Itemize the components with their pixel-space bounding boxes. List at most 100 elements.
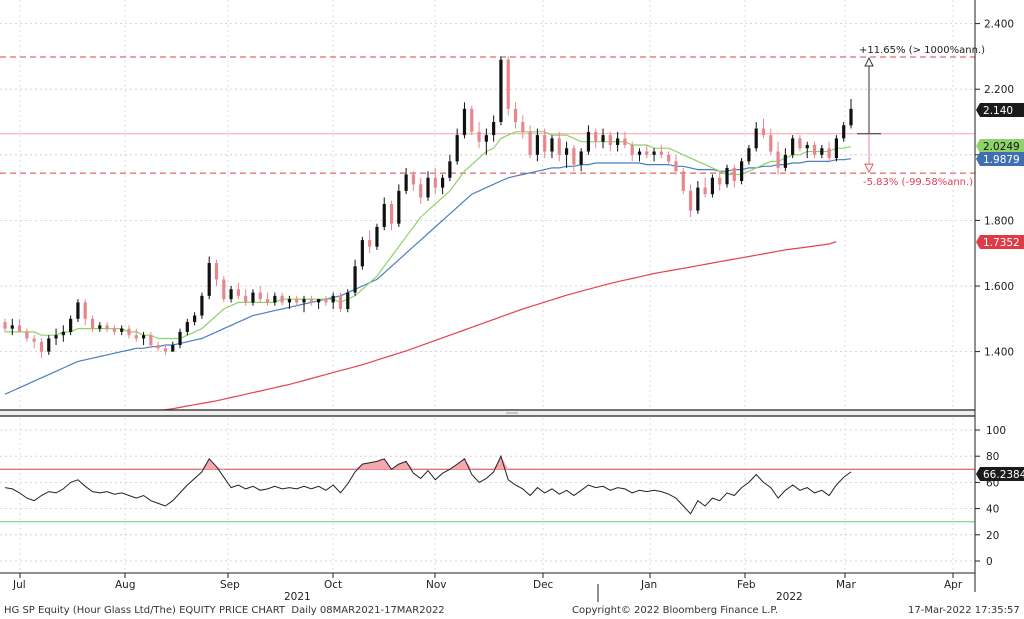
candle-body [543, 135, 547, 152]
candle [601, 128, 605, 149]
candle-body [3, 322, 7, 329]
candle [703, 177, 707, 198]
candle-body [265, 299, 270, 303]
candle [652, 148, 656, 162]
candle [812, 141, 817, 159]
candle [448, 154, 452, 182]
candle-body [25, 331, 29, 339]
candle-body [477, 131, 481, 142]
candle [273, 292, 277, 306]
price-tick-label: 1.600 [984, 281, 1014, 293]
candle-body [324, 299, 328, 303]
candle-body [798, 138, 802, 149]
candle [419, 177, 423, 204]
candle [470, 105, 474, 136]
candle-body [820, 148, 824, 155]
candle-body [47, 338, 51, 352]
candle-body [214, 263, 219, 280]
candle [798, 135, 802, 152]
candle [120, 325, 124, 336]
candle-body [76, 302, 80, 319]
candle-body [171, 345, 175, 352]
candle [193, 312, 197, 326]
candle-body [812, 144, 817, 155]
candle-body [659, 151, 663, 155]
candle [25, 328, 29, 342]
candle [674, 154, 678, 175]
candle [732, 164, 736, 188]
candle-body [791, 138, 795, 155]
last-price-tag-text: 2.140 [983, 105, 1013, 117]
candle-body [834, 138, 839, 159]
ma-mid-tag-text: 1.9879 [983, 154, 1020, 166]
candle [207, 256, 211, 300]
candle [134, 328, 138, 342]
candle-body [630, 144, 634, 155]
candle [769, 128, 773, 155]
candle [688, 184, 693, 218]
candle-body [120, 328, 124, 332]
annotation-layer: +11.65% (> 1000%ann.) -5.83% (-99.58%ann.… [857, 45, 985, 188]
candle-body [652, 151, 656, 155]
candle-body [827, 148, 831, 159]
ma-mid-tag-bg [976, 152, 1024, 166]
candle [776, 141, 780, 175]
candle-body [535, 135, 539, 155]
candle-body [747, 148, 751, 162]
rsi-tick-label: 80 [986, 451, 999, 463]
candle [265, 292, 270, 306]
upper-move-label: +11.65% (> 1000%ann.) [859, 45, 985, 56]
candle [90, 315, 95, 332]
candle-body [69, 318, 73, 332]
candle [47, 335, 51, 355]
candle [630, 141, 634, 162]
candle [725, 164, 729, 188]
candle [287, 295, 292, 309]
candle [353, 259, 357, 296]
candle [258, 286, 262, 303]
candle-body [557, 138, 561, 155]
candle-body [244, 295, 248, 303]
candle [251, 289, 255, 306]
candle [550, 135, 554, 159]
candle-body [433, 177, 437, 188]
candle [791, 135, 795, 159]
candle [382, 197, 386, 231]
candle [229, 286, 233, 303]
candle-body [156, 345, 160, 349]
candle [411, 171, 416, 191]
candle-body [112, 328, 116, 332]
candle-body [141, 335, 146, 339]
candle [360, 236, 364, 270]
lower-move-label: -5.83% (-99.58%ann.) [863, 177, 973, 188]
candle-body [105, 325, 109, 329]
ma-short-tag-bg [976, 139, 1024, 153]
candle-body [397, 190, 401, 224]
candle-body [83, 302, 87, 319]
candle [842, 122, 846, 142]
upper-arrowhead [864, 56, 874, 67]
candle-body [61, 331, 65, 336]
candle [397, 184, 401, 227]
candle-body [317, 299, 321, 303]
candle [710, 174, 715, 198]
candle-body [521, 122, 525, 132]
candle-body [594, 131, 598, 142]
lower-arrowhead [864, 163, 874, 174]
candle [309, 295, 313, 306]
ma-short-line [5, 131, 852, 340]
ma-long-tag-bg [976, 235, 1024, 249]
candle [718, 171, 722, 191]
panel-separator [0, 410, 975, 416]
rsi-tag-bg [976, 467, 1024, 481]
candle-body [667, 154, 671, 162]
ma-long-tag-text: 1.7352 [983, 237, 1020, 249]
rsi-tick-label: 0 [986, 556, 993, 568]
candle [338, 292, 343, 313]
year-label-2021: 2021 [284, 591, 311, 603]
candle [455, 128, 459, 165]
ma-short-tag-text: 2.0249 [983, 141, 1020, 153]
candle-body [389, 204, 394, 224]
candle-body [769, 135, 773, 152]
candle-body [17, 325, 22, 332]
